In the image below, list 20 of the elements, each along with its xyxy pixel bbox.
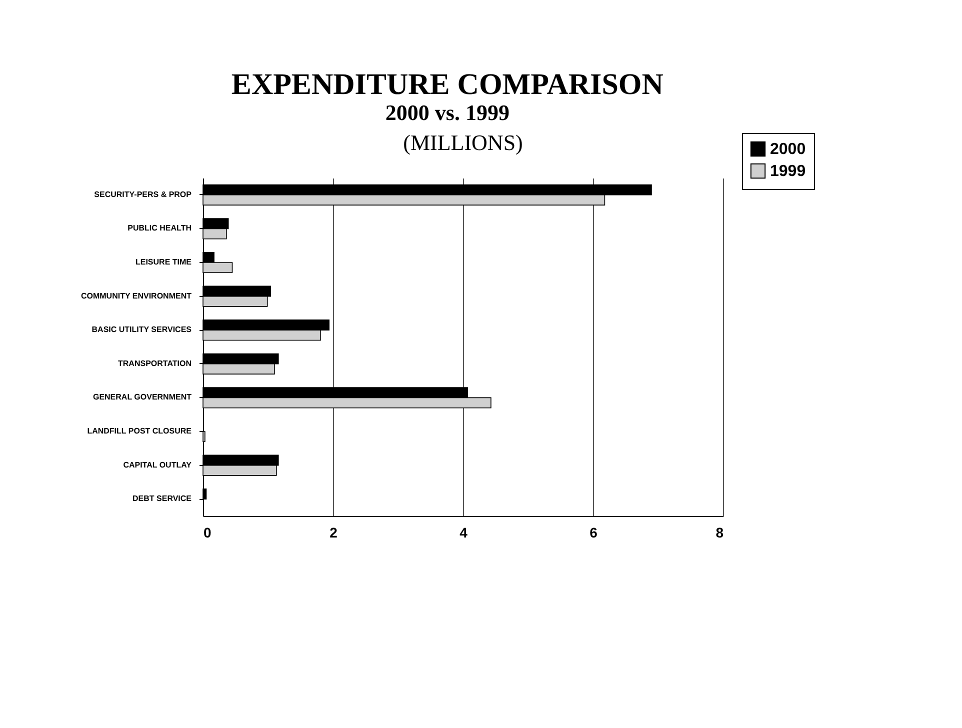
y-tick-label: PUBLIC HEALTH — [128, 224, 192, 233]
y-tick-label: LEISURE TIME — [135, 258, 192, 266]
y-tick-label: GENERAL GOVERNMENT — [92, 392, 192, 402]
y-tick-label: COMMUNITY ENVIRONMENT — [80, 291, 192, 300]
x-tick-label: 0 — [204, 524, 212, 540]
legend-label: 1999 — [770, 163, 806, 180]
x-tick-label: 8 — [716, 524, 724, 540]
y-tick-label: CAPITAL OUTLAY — [123, 460, 192, 470]
x-tick-label: 4 — [460, 524, 468, 540]
y-tick-label: LANDFILL POST CLOSURE — [87, 426, 192, 436]
y-tick-label: TRANSPORTATION — [118, 358, 192, 368]
chart-subtitle: 2000 vs. 1999 — [385, 100, 510, 125]
y-tick-label: DEBT SERVICE — [132, 494, 192, 504]
chart-title: EXPENDITURE COMPARISON — [231, 68, 664, 101]
x-tick-label: 2 — [330, 524, 338, 540]
y-tick-label: BASIC UTILITY SERVICES — [92, 325, 192, 334]
text: (MILLIONS) — [403, 130, 523, 155]
y-tick-label: SECURITY-PERS & PROP — [94, 190, 192, 199]
legend-label: 2000 — [770, 141, 806, 158]
x-tick-label: 6 — [590, 524, 598, 540]
